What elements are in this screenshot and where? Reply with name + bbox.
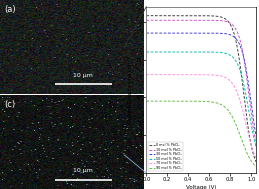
0 mol % PbCl₂	[188, 15, 191, 17]
10 mol % PbCl₂	[181, 19, 184, 21]
Line: 0 mol % PbCl₂: 0 mol % PbCl₂	[146, 16, 256, 163]
0 mol % PbCl₂	[145, 15, 148, 17]
70 mol % PbCl₂	[225, 77, 228, 79]
70 mol % PbCl₂	[214, 74, 217, 76]
50 mol % PbCl₂	[255, 148, 258, 150]
Line: 90 mol % PbCl₂: 90 mol % PbCl₂	[146, 101, 256, 167]
X-axis label: Voltage (V): Voltage (V)	[186, 185, 217, 189]
30 mol % PbCl₂	[225, 33, 228, 35]
Text: 10 μm: 10 μm	[74, 73, 93, 78]
Text: (a): (a)	[4, 5, 16, 14]
10 mol % PbCl₂	[255, 145, 258, 147]
Line: 10 mol % PbCl₂: 10 mol % PbCl₂	[146, 20, 256, 146]
30 mol % PbCl₂	[188, 32, 191, 34]
30 mol % PbCl₂	[181, 32, 184, 34]
90 mol % PbCl₂	[158, 100, 161, 102]
30 mol % PbCl₂	[214, 32, 217, 34]
90 mol % PbCl₂	[145, 100, 148, 102]
Line: 70 mol % PbCl₂: 70 mol % PbCl₂	[146, 75, 256, 159]
50 mol % PbCl₂	[188, 51, 191, 53]
50 mol % PbCl₂	[225, 52, 228, 55]
0 mol % PbCl₂	[181, 15, 184, 17]
10 mol % PbCl₂	[225, 20, 228, 23]
90 mol % PbCl₂	[255, 166, 258, 168]
50 mol % PbCl₂	[181, 51, 184, 53]
90 mol % PbCl₂	[224, 107, 227, 109]
10 mol % PbCl₂	[224, 20, 227, 22]
0 mol % PbCl₂	[224, 18, 227, 20]
90 mol % PbCl₂	[225, 107, 228, 109]
Text: (c): (c)	[4, 100, 16, 109]
Text: 10 μm: 10 μm	[74, 168, 93, 173]
90 mol % PbCl₂	[181, 100, 184, 102]
50 mol % PbCl₂	[145, 51, 148, 53]
10 mol % PbCl₂	[145, 19, 148, 21]
10 mol % PbCl₂	[188, 19, 191, 21]
0 mol % PbCl₂	[214, 15, 217, 17]
70 mol % PbCl₂	[188, 74, 191, 76]
0 mol % PbCl₂	[225, 19, 228, 21]
0 mol % PbCl₂	[255, 161, 258, 164]
30 mol % PbCl₂	[145, 32, 148, 34]
90 mol % PbCl₂	[188, 100, 191, 102]
90 mol % PbCl₂	[214, 101, 217, 104]
10 mol % PbCl₂	[214, 19, 217, 22]
70 mol % PbCl₂	[145, 74, 148, 76]
10 mol % PbCl₂	[158, 19, 161, 21]
30 mol % PbCl₂	[224, 33, 227, 35]
50 mol % PbCl₂	[214, 51, 217, 53]
70 mol % PbCl₂	[255, 158, 258, 160]
30 mol % PbCl₂	[255, 137, 258, 139]
70 mol % PbCl₂	[181, 74, 184, 76]
50 mol % PbCl₂	[224, 52, 227, 54]
0 mol % PbCl₂	[158, 15, 161, 17]
Legend: 0 mol % PbCl₂, 10 mol % PbCl₂, 30 mol % PbCl₂, 50 mol % PbCl₂, 70 mol % PbCl₂, 9: 0 mol % PbCl₂, 10 mol % PbCl₂, 30 mol % …	[148, 142, 183, 171]
70 mol % PbCl₂	[224, 77, 227, 79]
Line: 50 mol % PbCl₂: 50 mol % PbCl₂	[146, 52, 256, 149]
70 mol % PbCl₂	[158, 74, 161, 76]
Line: 30 mol % PbCl₂: 30 mol % PbCl₂	[146, 33, 256, 138]
30 mol % PbCl₂	[158, 32, 161, 34]
Y-axis label: Current Density (mA cm⁻²): Current Density (mA cm⁻²)	[128, 57, 133, 123]
50 mol % PbCl₂	[158, 51, 161, 53]
